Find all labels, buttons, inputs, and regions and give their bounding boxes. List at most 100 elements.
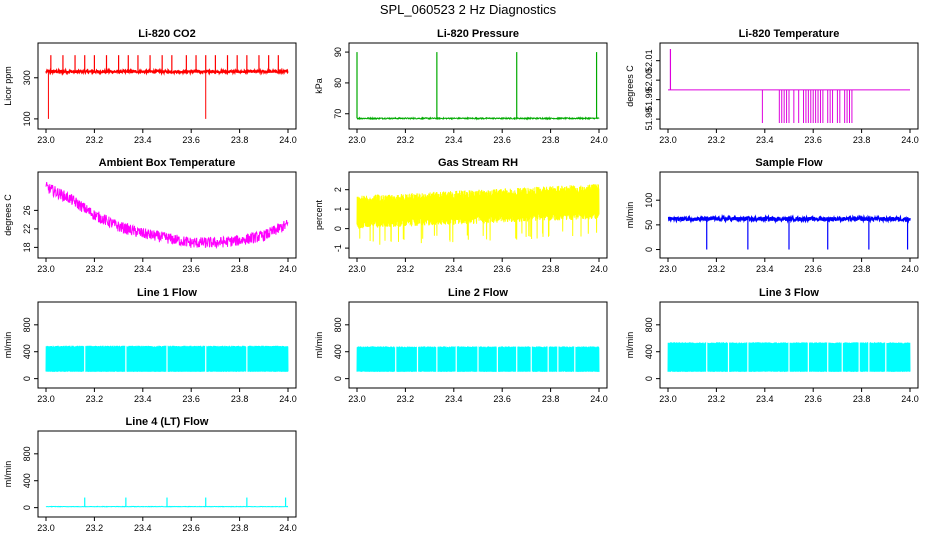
y-tick-label: -1	[333, 244, 343, 252]
x-tick-label: 23.0	[659, 264, 677, 274]
plot-frame	[348, 171, 608, 259]
panel-ambient: Ambient Box Temperature degrees C 23.0 23.2…	[3, 157, 297, 274]
y-tick-label: 400	[333, 344, 343, 359]
y-tick-label: 800	[22, 446, 32, 461]
x-tick-label: 23.2	[708, 264, 726, 274]
plot-frame	[659, 42, 919, 130]
y-tick-label: 0	[644, 247, 654, 252]
y-tick-label: 400	[22, 344, 32, 359]
y-tick-label: 80	[333, 78, 343, 88]
y-tick-label: 0	[22, 505, 32, 510]
x-tick-label: 23.2	[397, 264, 415, 274]
panel-line4: Line 4 (LT) Flow ml/min 23.0 23.2 23.4 23.6 23…	[3, 416, 297, 533]
x-tick-label: 23.2	[708, 394, 726, 404]
y-axis-label: Licor ppm	[3, 66, 13, 106]
y-axis-label: ml/min	[314, 332, 324, 359]
plot-title: Li-820 Temperature	[739, 28, 840, 40]
x-tick-label: 23.0	[37, 523, 55, 533]
x-tick-label: 23.8	[542, 135, 560, 145]
y-axis-label: degrees C	[625, 65, 635, 107]
plot-frame	[37, 430, 297, 518]
x-tick-label: 23.0	[37, 264, 55, 274]
x-tick-label: 23.4	[134, 394, 152, 404]
x-tick-label: 23.8	[853, 264, 871, 274]
plot-frame	[37, 42, 297, 130]
x-tick-label: 23.2	[86, 135, 104, 145]
y-tick-label: 51.98	[644, 108, 654, 131]
x-tick-label: 24.0	[279, 135, 297, 145]
x-tick-label: 23.4	[445, 264, 463, 274]
x-tick-label: 24.0	[279, 264, 297, 274]
x-tick-label: 23.2	[86, 264, 104, 274]
y-axis-label: degrees C	[3, 194, 13, 236]
plot-title: Line 1 Flow	[137, 287, 197, 299]
panel-temperature: Li-820 Temperature degrees C 23.0 23.2 23.4 2…	[625, 28, 919, 145]
x-tick-label: 24.0	[901, 264, 919, 274]
x-tick-label: 23.6	[493, 135, 511, 145]
rh-series-line	[356, 184, 600, 245]
figure-title: SPL_060523 2 Hz Diagnostics	[379, 2, 557, 17]
x-tick-label: 24.0	[901, 135, 919, 145]
y-tick-label: 800	[333, 317, 343, 332]
x-tick-label: 23.4	[134, 264, 152, 274]
x-tick-label: 23.4	[445, 394, 463, 404]
y-tick-label: 52.01	[644, 49, 654, 72]
x-tick-label: 23.0	[37, 135, 55, 145]
plot-title: Line 4 (LT) Flow	[126, 416, 209, 428]
y-axis-label: ml/min	[3, 461, 13, 488]
y-tick-label: 2	[333, 187, 343, 192]
x-tick-label: 23.8	[231, 135, 249, 145]
x-tick-label: 23.6	[804, 394, 822, 404]
plot-title: Line 3 Flow	[759, 287, 819, 299]
plot-frame	[659, 301, 919, 389]
y-axis-label: kPa	[314, 78, 324, 94]
y-tick-label: 800	[22, 317, 32, 332]
co2-series-line	[45, 67, 289, 76]
x-tick-label: 24.0	[590, 135, 608, 145]
panel-co2: Li-820 CO2 Licor ppm 23.0 23.2 23.4 23.6 23.8 2…	[3, 28, 297, 145]
x-tick-label: 23.6	[804, 135, 822, 145]
x-tick-label: 23.2	[708, 135, 726, 145]
y-tick-label: 70	[333, 109, 343, 119]
y-tick-label: 100	[644, 193, 654, 208]
panel-line2: Line 2 Flow ml/min 23.0 23.2 23.4 23.6 23.8 24.…	[314, 287, 608, 404]
panel-line1: Line 1 Flow ml/min 23.0 23.2 23.4 23.6 23.8 24.…	[3, 287, 297, 404]
y-tick-label: 90	[333, 47, 343, 57]
panel-line3: Line 3 Flow ml/min 23.0 23.2 23.4 23.6 23.8 24.…	[625, 287, 919, 404]
y-tick-label: 0	[333, 226, 343, 231]
y-tick-label: 0	[644, 376, 654, 381]
x-tick-label: 23.8	[542, 264, 560, 274]
x-tick-label: 23.4	[756, 135, 774, 145]
x-tick-label: 23.0	[659, 135, 677, 145]
x-tick-label: 23.6	[182, 394, 200, 404]
y-axis-label: percent	[314, 199, 324, 230]
x-tick-label: 23.4	[445, 135, 463, 145]
y-tick-label: 400	[22, 473, 32, 488]
x-tick-label: 23.4	[134, 523, 152, 533]
x-tick-label: 23.4	[134, 135, 152, 145]
y-tick-label: 800	[644, 317, 654, 332]
sampleflow-series-line	[667, 213, 911, 224]
plot-frame	[37, 171, 297, 259]
panel-sampleflow: Sample Flow ml/min 23.0 23.2 23.4 23.6 23.8 24.…	[625, 157, 919, 274]
plot-title: Gas Stream RH	[438, 157, 518, 169]
plot-title: Line 2 Flow	[448, 287, 508, 299]
x-tick-label: 23.6	[182, 264, 200, 274]
plot-frame	[348, 42, 608, 130]
x-tick-label: 23.6	[182, 523, 200, 533]
y-tick-label: 100	[22, 111, 32, 126]
x-tick-label: 23.2	[86, 394, 104, 404]
panel-rh: Gas Stream RH percent 23.0 23.2 23.4 23.6 23.8…	[314, 157, 608, 274]
x-tick-label: 23.4	[756, 394, 774, 404]
x-tick-label: 23.2	[397, 135, 415, 145]
x-tick-label: 23.6	[493, 394, 511, 404]
plot-frame	[659, 171, 919, 259]
x-tick-label: 23.8	[853, 135, 871, 145]
y-tick-label: 1	[333, 207, 343, 212]
x-tick-label: 23.8	[853, 394, 871, 404]
y-tick-label: 22	[22, 224, 32, 234]
plot-title: Li-820 CO2	[138, 28, 195, 40]
y-axis-label: ml/min	[625, 202, 635, 229]
y-tick-label: 0	[333, 376, 343, 381]
